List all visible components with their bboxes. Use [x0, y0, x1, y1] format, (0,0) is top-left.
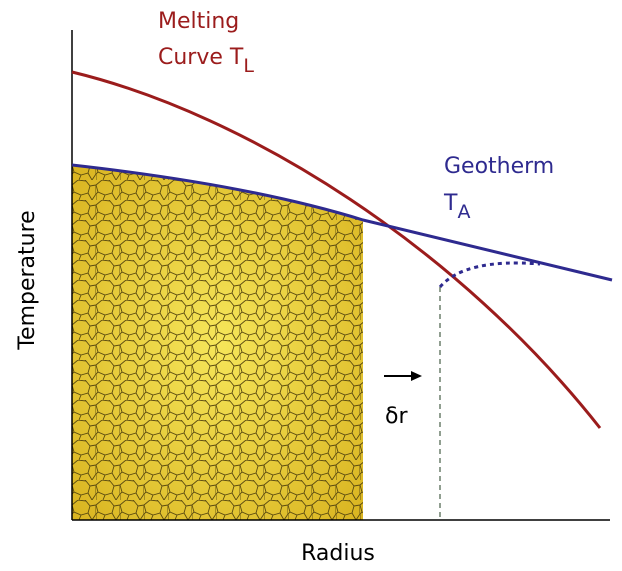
- geotherm-label-main: T: [443, 191, 458, 216]
- geotherm-subscript: A: [457, 201, 470, 223]
- melting-label: Melting: [158, 9, 239, 34]
- increment-label: δr: [385, 404, 408, 429]
- geotherm-label: Geotherm: [444, 154, 554, 179]
- solid-region: [72, 165, 363, 520]
- x-axis-label: Radius: [301, 541, 375, 566]
- melting-label: Curve TL: [158, 45, 254, 77]
- arrow: [384, 371, 422, 381]
- geotherm-label: TA: [443, 191, 470, 223]
- diagram: δr Melting Curve TL Geotherm TA Temperat…: [0, 0, 622, 571]
- melting-label-main: Curve T: [158, 45, 244, 70]
- perturbed-geotherm: [440, 263, 540, 287]
- y-axis-label: Temperature: [15, 210, 40, 350]
- melting-subscript: L: [243, 55, 254, 77]
